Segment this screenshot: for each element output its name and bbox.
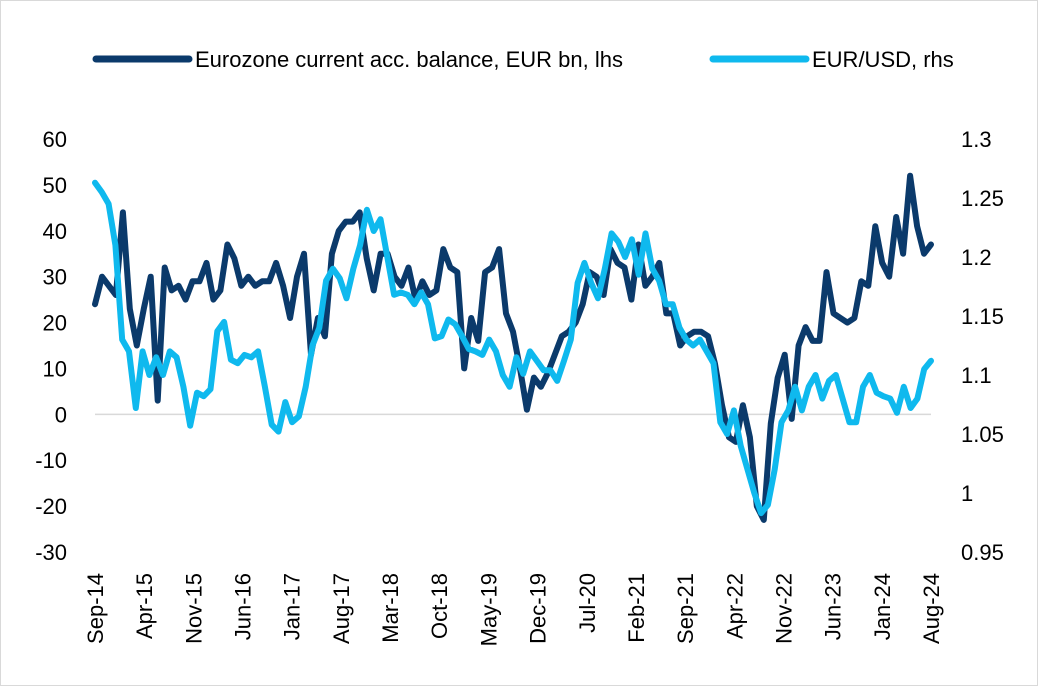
series-layer (92, 172, 934, 523)
left-tick-label: 10 (43, 356, 67, 381)
left-tick-label: -20 (35, 494, 67, 519)
x-tick-label: Jun-16 (231, 573, 256, 640)
legend: Eurozone current acc. balance, EUR bn, l… (92, 47, 954, 72)
left-tick-label: 30 (43, 265, 67, 290)
right-tick-label: 1 (961, 481, 973, 506)
x-tick-label: Sep-14 (83, 573, 108, 644)
x-tick-label: Jul-20 (575, 573, 600, 633)
left-tick-label: -30 (35, 540, 67, 565)
right-tick-label: 1.25 (961, 186, 1004, 211)
x-tick-label: May-19 (476, 573, 501, 646)
x-tick-label: Apr-15 (132, 573, 157, 639)
x-tick-label: Feb-21 (624, 573, 649, 643)
right-tick-label: 1.3 (961, 127, 992, 152)
legend-label-current-account: Eurozone current acc. balance, EUR bn, l… (195, 47, 623, 72)
left-axis-ticks: 60 50 40 30 20 10 0 -10 -20 -30 (35, 127, 67, 565)
right-axis-ticks: 1.3 1.25 1.2 1.15 1.1 1.05 1 0.95 (961, 127, 1004, 565)
x-tick-label: Dec-19 (526, 573, 551, 644)
x-tick-label: Apr-22 (722, 573, 747, 639)
x-axis-ticks: Sep-14 Apr-15 Nov-15 Jun-16 Jan-17 Aug-17 Mar-… (83, 573, 944, 646)
right-tick-label: 0.95 (961, 540, 1004, 565)
legend-label-eurusd: EUR/USD, rhs (812, 47, 954, 72)
x-tick-label: Jun-23 (821, 573, 846, 640)
x-tick-label: Jan-17 (280, 573, 305, 640)
left-tick-label: 0 (55, 402, 67, 427)
x-tick-label: Oct-18 (427, 573, 452, 639)
left-tick-label: -10 (35, 448, 67, 473)
right-tick-label: 1.05 (961, 422, 1004, 447)
x-tick-label: Jan-24 (870, 573, 895, 640)
series-line-current-account (92, 172, 934, 523)
x-tick-label: Nov-15 (181, 573, 206, 644)
left-tick-label: 50 (43, 173, 67, 198)
x-tick-label: Sep-21 (673, 573, 698, 644)
left-tick-label: 20 (43, 311, 67, 336)
x-tick-label: Nov-22 (771, 573, 796, 644)
right-tick-label: 1.15 (961, 304, 1004, 329)
right-tick-label: 1.2 (961, 245, 992, 270)
x-tick-label: Mar-18 (378, 573, 403, 643)
left-tick-label: 40 (43, 219, 67, 244)
series-line-eurusd (92, 179, 934, 517)
x-tick-label: Aug-17 (329, 573, 354, 644)
left-tick-label: 60 (43, 127, 67, 152)
right-tick-label: 1.1 (961, 363, 992, 388)
x-tick-label: Aug-24 (919, 573, 944, 644)
